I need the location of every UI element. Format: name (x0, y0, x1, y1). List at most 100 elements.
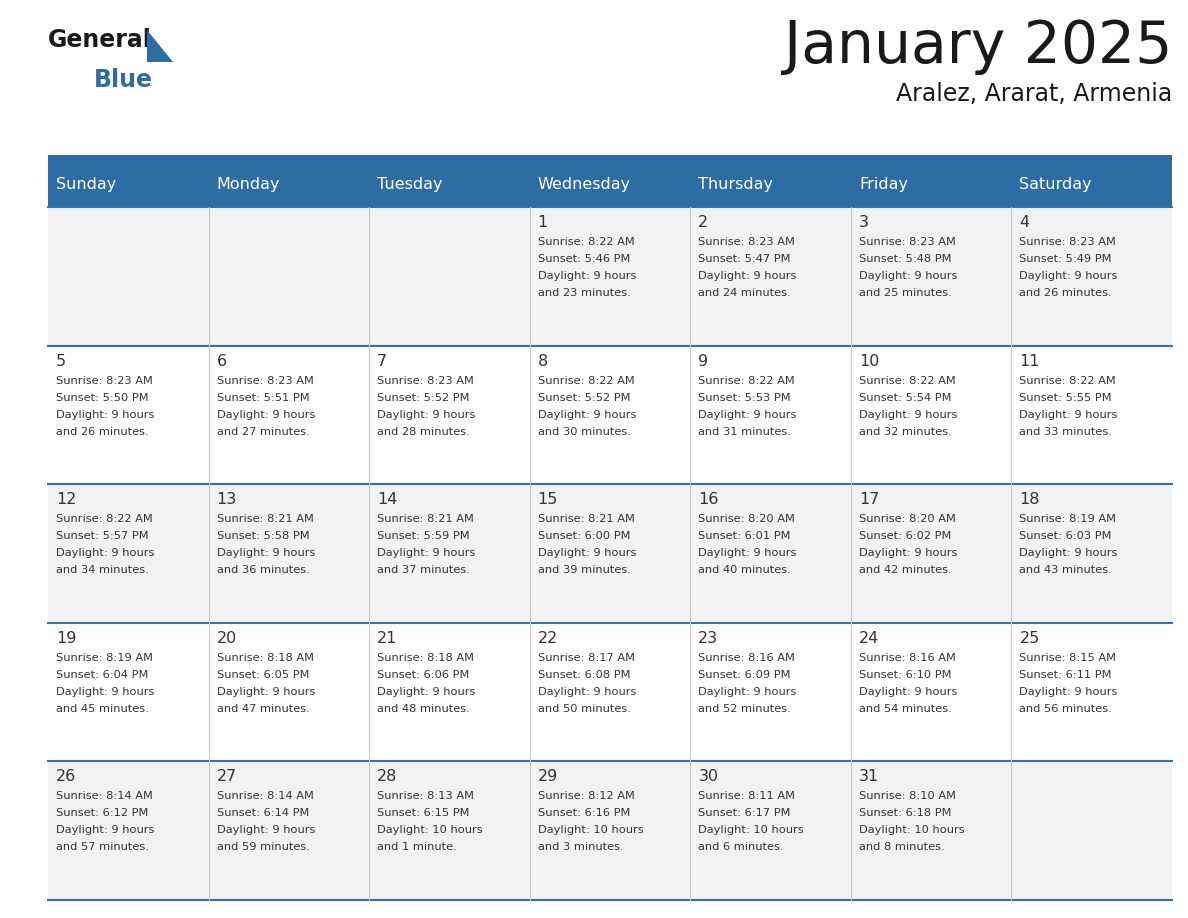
Text: 9: 9 (699, 353, 708, 369)
Text: and 31 minutes.: and 31 minutes. (699, 427, 791, 437)
Text: 29: 29 (538, 769, 558, 784)
Text: and 26 minutes.: and 26 minutes. (1019, 288, 1112, 298)
Text: Aralez, Ararat, Armenia: Aralez, Ararat, Armenia (896, 82, 1173, 106)
Text: 28: 28 (377, 769, 398, 784)
Text: and 1 minute.: and 1 minute. (377, 843, 457, 853)
Text: Daylight: 9 hours: Daylight: 9 hours (216, 825, 315, 835)
Bar (48, 155, 1173, 161)
Text: Sunset: 5:54 PM: Sunset: 5:54 PM (859, 393, 952, 403)
Text: Daylight: 9 hours: Daylight: 9 hours (1019, 548, 1118, 558)
Text: 16: 16 (699, 492, 719, 508)
Text: Daylight: 9 hours: Daylight: 9 hours (538, 548, 636, 558)
Text: Sunset: 5:57 PM: Sunset: 5:57 PM (56, 532, 148, 542)
Text: Sunrise: 8:21 AM: Sunrise: 8:21 AM (216, 514, 314, 524)
Text: Sunset: 6:06 PM: Sunset: 6:06 PM (377, 670, 469, 680)
Text: Sunset: 5:52 PM: Sunset: 5:52 PM (377, 393, 469, 403)
Text: and 52 minutes.: and 52 minutes. (699, 704, 791, 714)
Text: and 57 minutes.: and 57 minutes. (56, 843, 148, 853)
Text: and 45 minutes.: and 45 minutes. (56, 704, 148, 714)
Text: Daylight: 9 hours: Daylight: 9 hours (699, 271, 797, 281)
Text: Daylight: 9 hours: Daylight: 9 hours (216, 687, 315, 697)
Text: Daylight: 9 hours: Daylight: 9 hours (56, 548, 154, 558)
Text: Sunrise: 8:18 AM: Sunrise: 8:18 AM (377, 653, 474, 663)
Text: and 54 minutes.: and 54 minutes. (859, 704, 952, 714)
Text: 26: 26 (56, 769, 76, 784)
Text: Daylight: 9 hours: Daylight: 9 hours (56, 825, 154, 835)
Text: Sunrise: 8:23 AM: Sunrise: 8:23 AM (377, 375, 474, 386)
Text: Daylight: 9 hours: Daylight: 9 hours (377, 548, 475, 558)
Text: Sunrise: 8:16 AM: Sunrise: 8:16 AM (859, 653, 956, 663)
Text: Sunset: 5:52 PM: Sunset: 5:52 PM (538, 393, 631, 403)
Text: Sunrise: 8:18 AM: Sunrise: 8:18 AM (216, 653, 314, 663)
Text: Tuesday: Tuesday (377, 176, 443, 192)
Text: and 43 minutes.: and 43 minutes. (1019, 565, 1112, 576)
Text: Saturday: Saturday (1019, 176, 1092, 192)
Text: Sunrise: 8:13 AM: Sunrise: 8:13 AM (377, 791, 474, 801)
Text: Daylight: 10 hours: Daylight: 10 hours (859, 825, 965, 835)
Text: Daylight: 10 hours: Daylight: 10 hours (538, 825, 644, 835)
Text: 25: 25 (1019, 631, 1040, 645)
Text: Sunrise: 8:23 AM: Sunrise: 8:23 AM (699, 237, 795, 247)
Text: Sunrise: 8:19 AM: Sunrise: 8:19 AM (1019, 514, 1117, 524)
Text: and 26 minutes.: and 26 minutes. (56, 427, 148, 437)
Text: Sunrise: 8:14 AM: Sunrise: 8:14 AM (216, 791, 314, 801)
Text: and 40 minutes.: and 40 minutes. (699, 565, 791, 576)
Text: Daylight: 9 hours: Daylight: 9 hours (699, 687, 797, 697)
Text: Daylight: 9 hours: Daylight: 9 hours (1019, 687, 1118, 697)
Text: Sunrise: 8:22 AM: Sunrise: 8:22 AM (699, 375, 795, 386)
Text: Sunrise: 8:22 AM: Sunrise: 8:22 AM (56, 514, 153, 524)
Text: Thursday: Thursday (699, 176, 773, 192)
Text: 6: 6 (216, 353, 227, 369)
Text: and 33 minutes.: and 33 minutes. (1019, 427, 1112, 437)
Text: and 25 minutes.: and 25 minutes. (859, 288, 952, 298)
Text: General: General (48, 28, 152, 52)
Bar (48, 622, 1173, 761)
Text: Sunset: 6:05 PM: Sunset: 6:05 PM (216, 670, 309, 680)
Text: Friday: Friday (859, 176, 908, 192)
Text: Sunrise: 8:15 AM: Sunrise: 8:15 AM (1019, 653, 1117, 663)
Text: Sunset: 6:10 PM: Sunset: 6:10 PM (859, 670, 952, 680)
Text: 31: 31 (859, 769, 879, 784)
Text: 2: 2 (699, 215, 708, 230)
Text: Daylight: 9 hours: Daylight: 9 hours (859, 409, 958, 420)
Text: Daylight: 9 hours: Daylight: 9 hours (859, 548, 958, 558)
Text: January 2025: January 2025 (784, 18, 1173, 75)
Text: 15: 15 (538, 492, 558, 508)
Text: Sunset: 6:11 PM: Sunset: 6:11 PM (1019, 670, 1112, 680)
Text: Sunrise: 8:23 AM: Sunrise: 8:23 AM (1019, 237, 1117, 247)
Bar (48, 761, 1173, 900)
Text: Sunset: 5:51 PM: Sunset: 5:51 PM (216, 393, 309, 403)
Text: and 50 minutes.: and 50 minutes. (538, 704, 631, 714)
Text: Sunset: 6:15 PM: Sunset: 6:15 PM (377, 809, 469, 819)
Text: 12: 12 (56, 492, 76, 508)
Text: and 28 minutes.: and 28 minutes. (377, 427, 470, 437)
Text: Sunset: 6:02 PM: Sunset: 6:02 PM (859, 532, 952, 542)
Text: 20: 20 (216, 631, 236, 645)
Text: Sunset: 5:46 PM: Sunset: 5:46 PM (538, 254, 630, 264)
Text: Daylight: 9 hours: Daylight: 9 hours (699, 409, 797, 420)
Text: Daylight: 10 hours: Daylight: 10 hours (699, 825, 804, 835)
Text: and 27 minutes.: and 27 minutes. (216, 427, 309, 437)
Text: Daylight: 9 hours: Daylight: 9 hours (216, 548, 315, 558)
Text: Sunset: 6:17 PM: Sunset: 6:17 PM (699, 809, 791, 819)
Text: 3: 3 (859, 215, 868, 230)
Text: Sunset: 6:04 PM: Sunset: 6:04 PM (56, 670, 148, 680)
Text: Sunday: Sunday (56, 176, 116, 192)
Text: Sunset: 5:53 PM: Sunset: 5:53 PM (699, 393, 791, 403)
Text: Daylight: 9 hours: Daylight: 9 hours (1019, 409, 1118, 420)
Text: Sunrise: 8:22 AM: Sunrise: 8:22 AM (538, 375, 634, 386)
Text: and 30 minutes.: and 30 minutes. (538, 427, 631, 437)
Text: Daylight: 9 hours: Daylight: 9 hours (538, 687, 636, 697)
Text: and 59 minutes.: and 59 minutes. (216, 843, 310, 853)
Text: Sunrise: 8:23 AM: Sunrise: 8:23 AM (56, 375, 153, 386)
Text: Sunset: 6:08 PM: Sunset: 6:08 PM (538, 670, 631, 680)
Text: Sunset: 5:55 PM: Sunset: 5:55 PM (1019, 393, 1112, 403)
Text: 23: 23 (699, 631, 719, 645)
Text: Daylight: 9 hours: Daylight: 9 hours (216, 409, 315, 420)
Text: Sunrise: 8:11 AM: Sunrise: 8:11 AM (699, 791, 795, 801)
Text: Sunrise: 8:14 AM: Sunrise: 8:14 AM (56, 791, 153, 801)
Text: 11: 11 (1019, 353, 1040, 369)
Text: and 36 minutes.: and 36 minutes. (216, 565, 309, 576)
Text: 17: 17 (859, 492, 879, 508)
Text: Blue: Blue (94, 68, 153, 92)
